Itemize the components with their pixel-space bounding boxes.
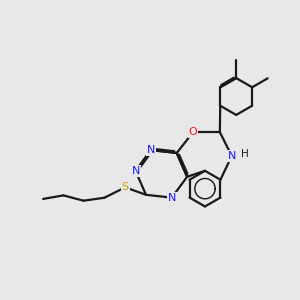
Text: H: H: [241, 149, 248, 160]
Text: O: O: [189, 127, 197, 137]
Text: S: S: [122, 182, 129, 192]
Text: N: N: [131, 166, 140, 176]
Text: N: N: [227, 151, 236, 161]
Text: N: N: [168, 193, 176, 202]
Text: N: N: [147, 145, 155, 155]
